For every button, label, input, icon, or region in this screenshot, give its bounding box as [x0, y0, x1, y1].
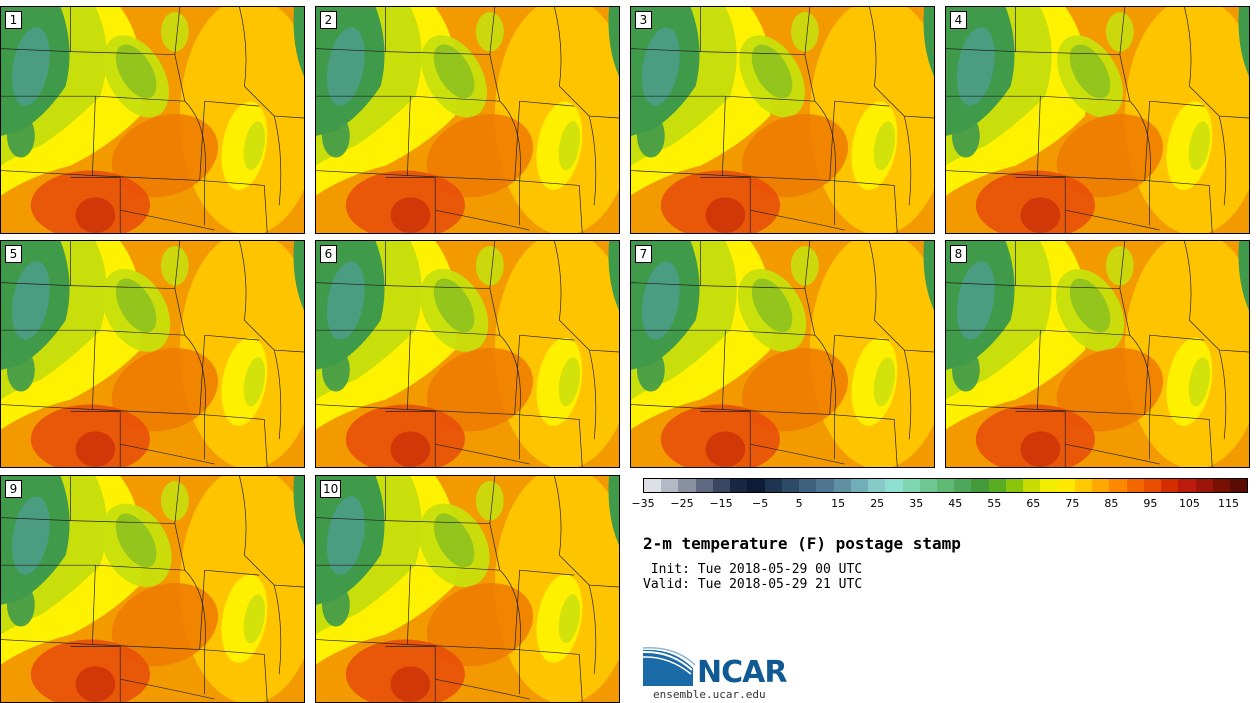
member-number-label: 9 — [5, 480, 22, 498]
colorbar-swatch — [1161, 479, 1179, 492]
colorbar-swatch — [1195, 479, 1213, 492]
temperature-map — [316, 476, 619, 702]
colorbar-tick: 55 — [987, 497, 1002, 510]
colorbar-tick: −35 — [631, 497, 655, 510]
colorbar-swatch — [1040, 479, 1058, 492]
member-map-panel[interactable]: 7 — [630, 240, 935, 468]
colorbar-tick: 75 — [1065, 497, 1080, 510]
colorbar-swatch — [764, 479, 782, 492]
colorbar-swatch — [850, 479, 869, 492]
site-url[interactable]: ensemble.ucar.edu — [653, 688, 766, 701]
member-map-panel[interactable]: 4 — [945, 6, 1250, 234]
member-number-label: 5 — [5, 245, 22, 263]
colorbar-swatch — [1178, 479, 1196, 492]
temperature-map — [316, 7, 619, 233]
temperature-colorbar — [643, 478, 1248, 493]
colorbar-tick-labels: −35 −25 −15 −5 5 15 25 35 45 55 65 75 85 95 105 115 — [631, 497, 1248, 513]
colorbar-swatch — [781, 479, 800, 492]
member-map-panel[interactable]: 1 — [0, 6, 305, 234]
colorbar-tick: −15 — [709, 497, 733, 510]
valid-time: Valid: Tue 2018-05-29 21 UTC — [643, 577, 863, 592]
colorbar-tick: 45 — [948, 497, 963, 510]
temperature-map — [946, 241, 1249, 467]
member-number-label: 7 — [635, 245, 652, 263]
member-map-panel[interactable]: 6 — [315, 240, 620, 468]
member-map-panel[interactable]: 8 — [945, 240, 1250, 468]
logo-text: NCAR — [697, 655, 787, 690]
colorbar-swatch — [954, 479, 972, 492]
colorbar-swatch — [902, 479, 920, 492]
member-map-panel[interactable]: 3 — [630, 6, 935, 234]
colorbar-tick: 95 — [1143, 497, 1158, 510]
member-map-panel[interactable]: 9 — [0, 475, 305, 703]
colorbar-swatch — [1005, 479, 1024, 492]
colorbar-swatch — [1074, 479, 1093, 492]
temperature-map — [1, 476, 304, 702]
temperature-map — [1, 241, 304, 467]
temperature-map — [631, 241, 934, 467]
colorbar-swatch — [695, 479, 713, 492]
colorbar-swatch — [730, 479, 748, 492]
member-number-label: 6 — [320, 245, 337, 263]
colorbar-tick: 15 — [831, 497, 846, 510]
temperature-map — [946, 7, 1249, 233]
colorbar-swatch — [1092, 479, 1110, 492]
colorbar-swatch — [816, 479, 834, 492]
colorbar-swatch — [644, 479, 662, 492]
colorbar-swatch — [919, 479, 937, 492]
temperature-map — [631, 7, 934, 233]
colorbar-swatch — [1109, 479, 1127, 492]
colorbar-tick: 115 — [1217, 497, 1239, 510]
colorbar-swatch — [678, 479, 696, 492]
colorbar-swatch — [1212, 479, 1230, 492]
chart-title: 2-m temperature (F) postage stamp — [643, 534, 961, 553]
colorbar-swatch — [868, 479, 886, 492]
member-number-label: 2 — [320, 11, 337, 29]
colorbar-tick: 35 — [909, 497, 924, 510]
colorbar-swatch — [799, 479, 817, 492]
colorbar-swatch — [1057, 479, 1075, 492]
colorbar-swatch — [885, 479, 903, 492]
member-number-label: 3 — [635, 11, 652, 29]
colorbar-swatch — [1126, 479, 1144, 492]
colorbar-swatch — [833, 479, 851, 492]
colorbar-swatch — [988, 479, 1006, 492]
temperature-map — [1, 7, 304, 233]
temperature-map — [316, 241, 619, 467]
colorbar-tick: 105 — [1178, 497, 1200, 510]
colorbar-swatch — [1023, 479, 1041, 492]
member-number-label: 4 — [950, 11, 967, 29]
member-map-panel[interactable]: 10 — [315, 475, 620, 703]
member-number-label: 1 — [5, 11, 22, 29]
colorbar-swatch — [1229, 479, 1248, 492]
colorbar-tick: −5 — [751, 497, 769, 510]
member-map-panel[interactable]: 5 — [0, 240, 305, 468]
member-number-label: 10 — [320, 480, 342, 498]
colorbar-tick: −25 — [670, 497, 694, 510]
colorbar-swatch — [1143, 479, 1162, 492]
colorbar-swatch — [936, 479, 955, 492]
ncar-logo-icon — [643, 647, 696, 686]
member-map-panel[interactable]: 2 — [315, 6, 620, 234]
colorbar-swatch — [747, 479, 765, 492]
colorbar-tick: 85 — [1104, 497, 1119, 510]
colorbar-tick: 65 — [1026, 497, 1041, 510]
colorbar-swatch — [712, 479, 731, 492]
colorbar-tick: 5 — [795, 497, 803, 510]
colorbar-tick: 25 — [870, 497, 885, 510]
init-time: Init: Tue 2018-05-29 00 UTC — [643, 562, 863, 577]
colorbar-swatch — [661, 479, 679, 492]
member-number-label: 8 — [950, 245, 967, 263]
colorbar-swatch — [971, 479, 989, 492]
